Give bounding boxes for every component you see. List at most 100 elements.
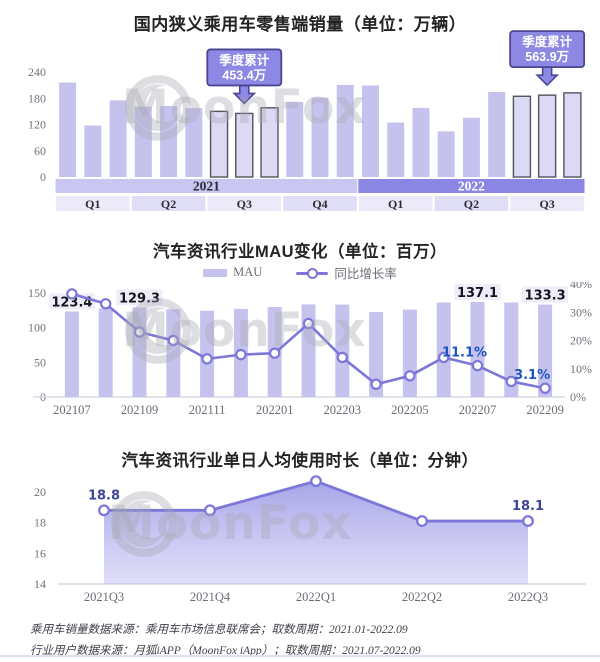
sales-bar: [437, 131, 455, 177]
mau-value-label: 129.3: [119, 291, 160, 306]
sales-bar: [336, 84, 354, 177]
left-y-tick: 150: [28, 286, 46, 300]
y-tick: 16: [34, 546, 46, 560]
mau-bar: [166, 309, 181, 397]
yoy-point: [167, 334, 179, 347]
footer-line-sales-source: 乘用车销量数据来源：乘用车市场信息联席会；取数周期：2021.01-2022.0…: [30, 624, 408, 636]
quarter-band-label: Q1: [388, 197, 403, 211]
x-tick: 202109: [121, 403, 159, 417]
sales-bar: [235, 112, 254, 178]
annotation-arrow-icon: [232, 84, 257, 105]
footer-line-user-source: 行业用户数据来源：月狐iAPP（MoonFox iApp）；取数周期：2021.…: [30, 645, 421, 657]
yoy-point: [404, 370, 416, 382]
y-tick: 14: [34, 577, 46, 591]
sales-bar: [286, 101, 304, 177]
quarter-band: [56, 196, 130, 211]
sales-bar: [260, 107, 279, 178]
y-tick: 20: [34, 485, 46, 499]
legend-item-yoy: 同比增长率: [296, 263, 397, 282]
y-tick: 120: [28, 118, 46, 132]
y-tick: 0: [40, 170, 46, 184]
sales-bar: [311, 97, 329, 177]
mau-value-label: 137.1: [457, 286, 498, 301]
left-y-tick: 100: [28, 321, 46, 335]
yoy-point: [370, 378, 382, 390]
mau-bar: [132, 307, 147, 397]
sales-bar: [185, 108, 203, 177]
x-tick: 2021Q4: [190, 590, 231, 604]
x-tick: 202207: [459, 403, 497, 417]
duration-point-label: 18.8: [88, 488, 120, 503]
right-y-tick: 20%: [570, 334, 592, 348]
quarter-band-label: Q4: [312, 197, 327, 211]
annotation-line2: 563.9万: [525, 50, 569, 64]
duration-point: [310, 475, 322, 488]
year-band: [55, 179, 358, 193]
x-tick: 202203: [324, 403, 362, 417]
quarter-band-label: Q3: [237, 197, 252, 211]
duration-point: [416, 515, 428, 528]
left-y-tick: 50: [34, 355, 46, 369]
yoy-point: [336, 351, 348, 364]
line-swatch-icon: [296, 267, 329, 279]
yoy-point: [99, 298, 112, 310]
yoy-point: [66, 288, 78, 300]
yoy-point: [133, 326, 146, 338]
yoy-point-label: 3.1%: [514, 368, 550, 383]
y-tick: 60: [34, 144, 46, 158]
annotation-line1: 季度累计: [521, 34, 573, 49]
mau-bar: [369, 312, 384, 397]
duration-point-label: 18.1: [512, 499, 544, 514]
x-tick: 202205: [391, 403, 429, 417]
quarter-band-label: Q3: [539, 197, 554, 211]
x-tick: 202201: [256, 403, 294, 417]
quarter-band: [358, 196, 433, 211]
x-tick: 202107: [53, 403, 91, 417]
sales-bar: [537, 94, 557, 178]
yoy-point-label: 11.1%: [442, 346, 487, 361]
mau-value-label-bg: [116, 289, 163, 306]
mau-value-label-bg: [454, 283, 501, 300]
y-tick: 240: [28, 65, 46, 79]
sales-bar: [160, 105, 178, 177]
x-tick: 202209: [526, 403, 564, 417]
y-tick: 180: [28, 91, 46, 105]
sales-bar: [134, 106, 152, 177]
mau-bar: [436, 302, 451, 397]
mau-bar: [538, 304, 553, 397]
bottom-divider: [0, 655, 600, 657]
duration-point: [204, 504, 216, 517]
quarter-band-label: Q2: [161, 197, 176, 211]
quarter-band-label: Q2: [464, 197, 479, 211]
data-source-footer: 乘用车销量数据来源：乘用车市场信息联席会；取数周期：2021.01-2022.0…: [30, 621, 421, 662]
sales-bar: [361, 85, 379, 177]
x-tick: 2022Q1: [296, 590, 336, 604]
year-band-label: 2021: [193, 179, 220, 194]
x-tick: 202111: [189, 403, 226, 417]
mau-combo-chart: 0501001500%10%20%30%40%123.4129.3137.113…: [28, 282, 592, 417]
duration-area-chart: 14 16 18 20 18.8 18.1 2021Q3 2021Q4 2022Q1 2022Q2…: [34, 475, 586, 604]
year-band: [358, 179, 585, 193]
right-y-tick: 10%: [570, 362, 592, 376]
sales-bar: [209, 110, 229, 178]
sales-bar: [109, 100, 127, 177]
annotation-arrow-icon: [535, 66, 560, 87]
quarter-band-label: Q1: [85, 197, 100, 211]
yoy-point: [438, 351, 450, 364]
year-band-label: 2022: [458, 179, 485, 194]
yoy-point: [235, 348, 247, 361]
sales-bar: [488, 91, 506, 177]
x-tick: 2022Q2: [402, 590, 442, 604]
mau-value-label-bg: [522, 286, 569, 303]
duration-area: [104, 481, 528, 584]
quarter-band: [510, 196, 584, 211]
y-tick: 18: [34, 516, 46, 530]
legend-label-mau: MAU: [233, 265, 263, 279]
sales-bar-chart: 0 60 120 180 240 2021 2022 Q1 Q2 Q3 Q4 Q1 Q2 Q3 季度累计 45…: [28, 30, 586, 211]
yoy-point: [539, 382, 551, 394]
right-y-tick: 40%: [570, 282, 592, 291]
mau-bar: [98, 308, 113, 397]
quarter-band: [283, 196, 357, 211]
mau-value-label: 133.3: [525, 289, 566, 304]
annotation-line2: 453.4万: [222, 68, 266, 82]
